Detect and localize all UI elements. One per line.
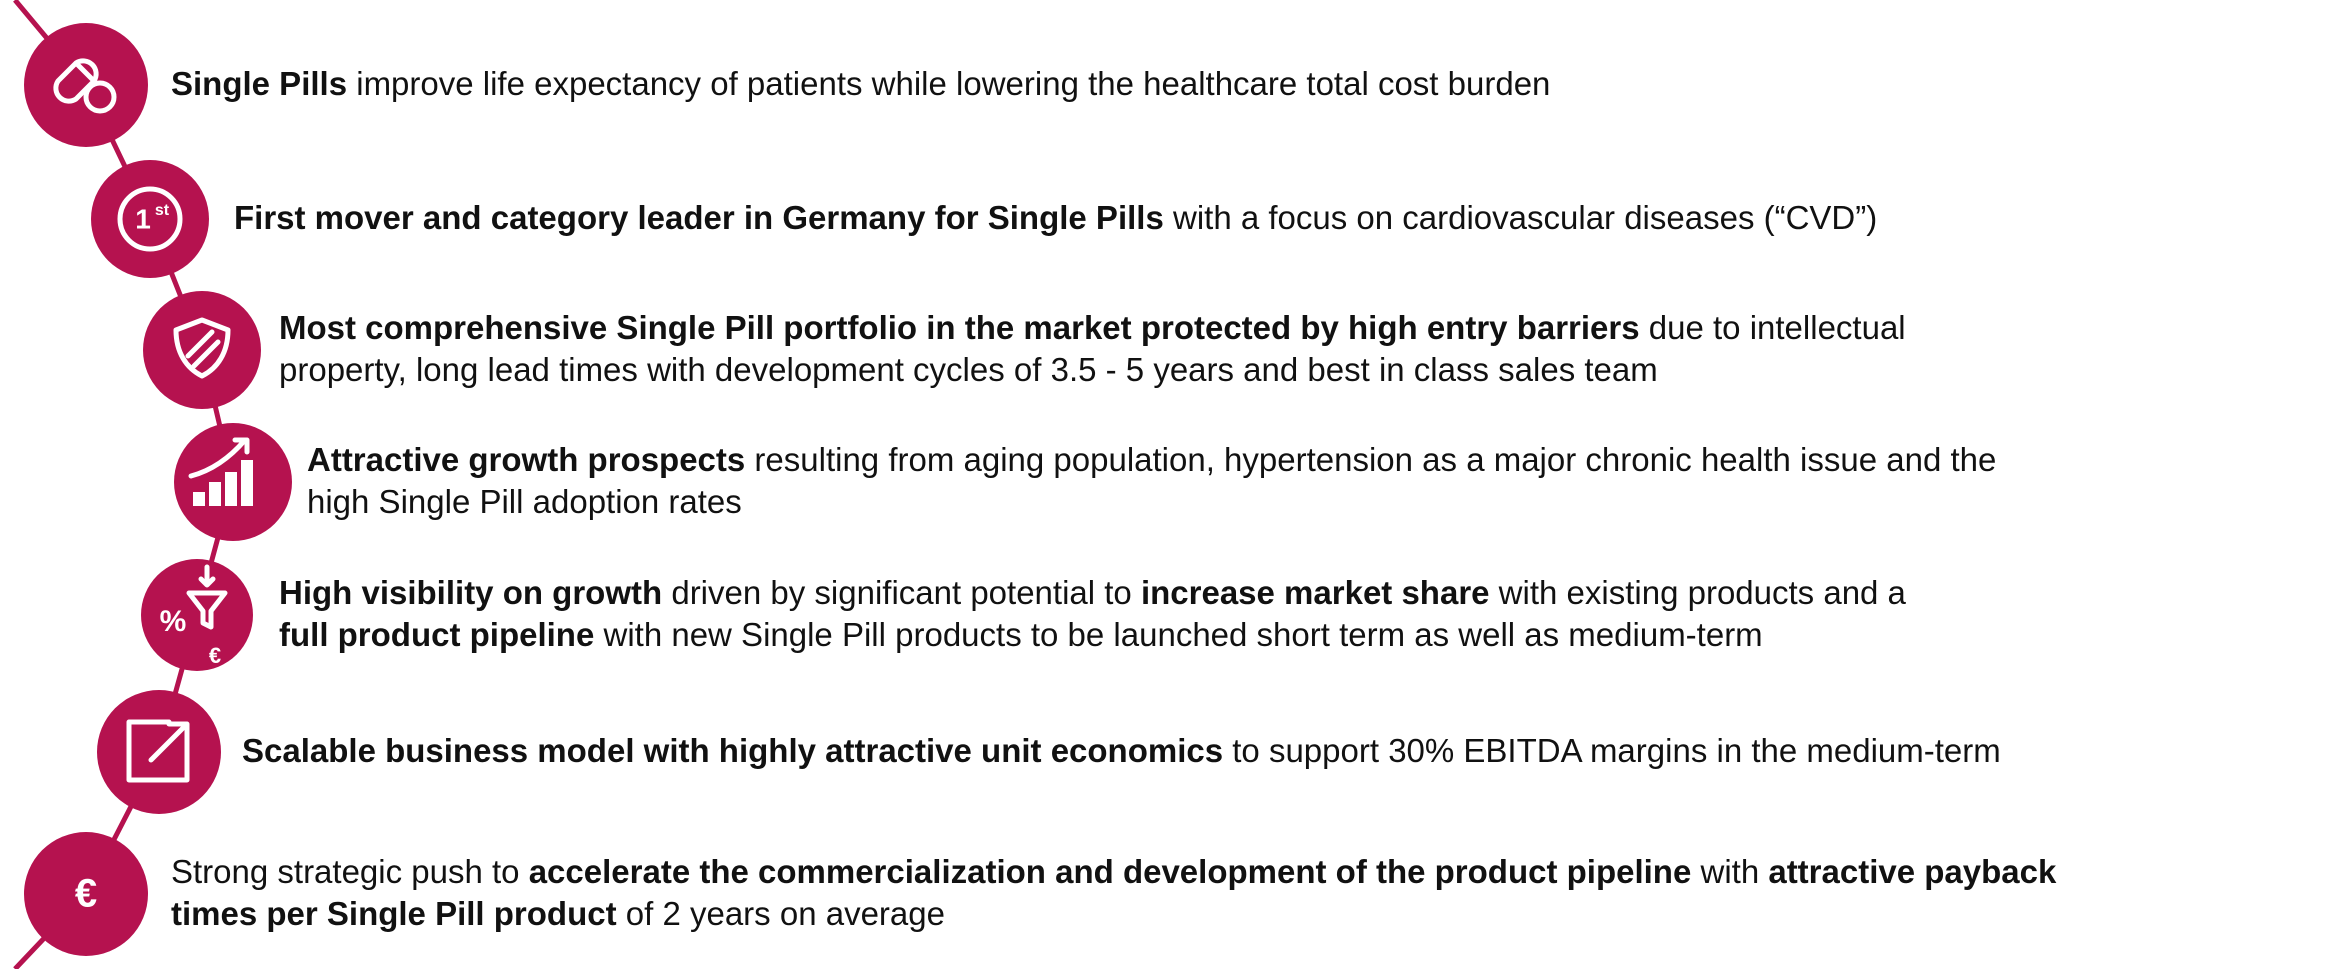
item-icon: %€ [141, 559, 253, 671]
chart-bar-icon [193, 492, 205, 506]
chart-bar-icon [209, 482, 221, 506]
text: property, long lead times with developme… [279, 351, 1658, 388]
text-line: Strong strategic push to accelerate the … [171, 851, 2056, 893]
text-line: full product pipeline with new Single Pi… [279, 614, 1906, 656]
icon-circle [24, 23, 148, 147]
text-line: Attractive growth prospects resulting fr… [307, 439, 1996, 481]
text: with existing products and a [1489, 574, 1906, 611]
icon-text: € [209, 643, 221, 668]
item-text: Attractive growth prospects resulting fr… [307, 439, 1996, 523]
text-line: Scalable business model with highly attr… [242, 730, 2001, 772]
text: resulting from aging population, hyperte… [745, 441, 1997, 478]
text: high Single Pill adoption rates [307, 483, 742, 520]
text: due to intellectual [1639, 309, 1906, 346]
icon-circle [24, 832, 148, 956]
bold-text: Attractive growth prospects [307, 441, 746, 478]
icon-text: st [155, 202, 170, 219]
text: improve life expectancy of patients whil… [347, 65, 1551, 102]
bold-text: High visibility on growth [279, 574, 663, 611]
icon-circle [141, 559, 253, 671]
text-line: high Single Pill adoption rates [307, 481, 1996, 523]
item-icon [143, 291, 261, 409]
bold-text: accelerate the commercialization and dev… [528, 853, 1692, 890]
item-text: High visibility on growth driven by sign… [279, 572, 1906, 656]
icon-circle [143, 291, 261, 409]
text: of 2 years on average [616, 895, 945, 932]
text: with [1691, 853, 1769, 890]
icon-text: % [160, 605, 187, 638]
badge-icon [117, 186, 183, 252]
item-icon: € [24, 832, 148, 956]
text: to support 30% EBITDA margins in the med… [1223, 732, 2001, 769]
bold-text: increase market share [1140, 574, 1490, 611]
text-line: High visibility on growth driven by sign… [279, 572, 1906, 614]
shield-icon [173, 317, 231, 379]
text: driven by significant potential to [662, 574, 1141, 611]
funnel-icon [186, 564, 228, 630]
bold-text: times per Single Pill product [171, 895, 617, 932]
item-icon [97, 690, 221, 814]
item-icon [24, 23, 148, 147]
bold-text: full product pipeline [279, 616, 595, 653]
item-icon [174, 423, 292, 541]
text: with a focus on cardiovascular diseases … [1163, 199, 1878, 236]
item-text: Scalable business model with highly attr… [242, 730, 2001, 772]
icon-text: € [75, 872, 97, 916]
text-line: Single Pills improve life expectancy of … [171, 63, 1550, 105]
item-text: Single Pills improve life expectancy of … [171, 63, 1550, 105]
chart-bar-icon [241, 460, 253, 506]
pill-icon [83, 80, 117, 114]
chart-bar-icon [225, 472, 237, 506]
item-text: First mover and category leader in Germa… [234, 197, 1877, 239]
text-line: property, long lead times with developme… [279, 349, 1906, 391]
arrow-icon [188, 437, 250, 479]
text-line: times per Single Pill product of 2 years… [171, 893, 2056, 935]
icon-circle [91, 160, 209, 278]
pill-icon [53, 58, 99, 104]
item-text: Most comprehensive Single Pill portfolio… [279, 307, 1906, 391]
bold-text: Single Pills [171, 65, 348, 102]
text: Strong strategic push to [171, 853, 529, 890]
text: with new Single Pill products to be laun… [594, 616, 1763, 653]
bold-text: First mover and category leader in Germa… [234, 199, 1164, 236]
text-line: First mover and category leader in Germa… [234, 197, 1877, 239]
item-text: Strong strategic push to accelerate the … [171, 851, 2056, 935]
export-icon [126, 719, 190, 783]
bold-text: Scalable business model with highly attr… [242, 732, 1224, 769]
bold-text: Most comprehensive Single Pill portfolio… [279, 309, 1640, 346]
text-line: Most comprehensive Single Pill portfolio… [279, 307, 1906, 349]
icon-text: 1 [135, 203, 151, 234]
bold-text: attractive payback [1768, 853, 2057, 890]
